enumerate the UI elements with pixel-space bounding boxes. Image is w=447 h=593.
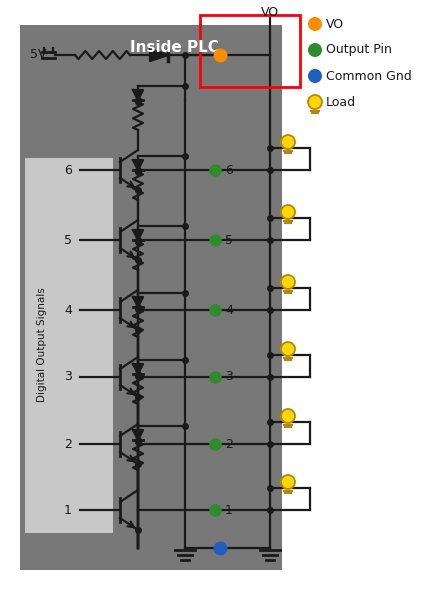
Bar bbox=[20, 25, 282, 570]
Polygon shape bbox=[150, 49, 168, 61]
Text: VO: VO bbox=[261, 7, 279, 20]
Text: 3: 3 bbox=[225, 371, 233, 384]
Text: Inside PLC: Inside PLC bbox=[130, 40, 219, 56]
Text: 6: 6 bbox=[64, 164, 72, 177]
Circle shape bbox=[281, 409, 295, 423]
Polygon shape bbox=[133, 430, 143, 440]
Circle shape bbox=[281, 135, 295, 149]
Text: 5: 5 bbox=[64, 234, 72, 247]
Text: 1: 1 bbox=[64, 503, 72, 517]
Polygon shape bbox=[133, 297, 143, 307]
Text: 4: 4 bbox=[225, 304, 233, 317]
Bar bbox=[25, 158, 113, 533]
Circle shape bbox=[308, 95, 322, 109]
Text: 5V: 5V bbox=[30, 49, 46, 62]
Circle shape bbox=[308, 17, 322, 31]
Circle shape bbox=[308, 69, 322, 83]
Text: Common Gnd: Common Gnd bbox=[326, 69, 412, 82]
Text: 4: 4 bbox=[64, 304, 72, 317]
Circle shape bbox=[281, 475, 295, 489]
Bar bbox=[200, 15, 300, 87]
Polygon shape bbox=[133, 230, 143, 240]
Text: Load: Load bbox=[326, 95, 356, 109]
Text: 6: 6 bbox=[225, 164, 233, 177]
Polygon shape bbox=[133, 160, 143, 170]
Text: 2: 2 bbox=[64, 438, 72, 451]
Polygon shape bbox=[133, 90, 143, 100]
Circle shape bbox=[281, 342, 295, 356]
Circle shape bbox=[281, 275, 295, 289]
Text: Output Pin: Output Pin bbox=[326, 43, 392, 56]
Polygon shape bbox=[133, 364, 143, 374]
Text: VO: VO bbox=[326, 18, 344, 30]
Circle shape bbox=[281, 205, 295, 219]
Text: 1: 1 bbox=[225, 503, 233, 517]
Bar bbox=[108, 28, 280, 116]
Circle shape bbox=[308, 43, 322, 57]
Text: 2: 2 bbox=[225, 438, 233, 451]
Text: Digital Output Signals: Digital Output Signals bbox=[37, 288, 47, 403]
Text: 3: 3 bbox=[64, 371, 72, 384]
Text: 5: 5 bbox=[225, 234, 233, 247]
